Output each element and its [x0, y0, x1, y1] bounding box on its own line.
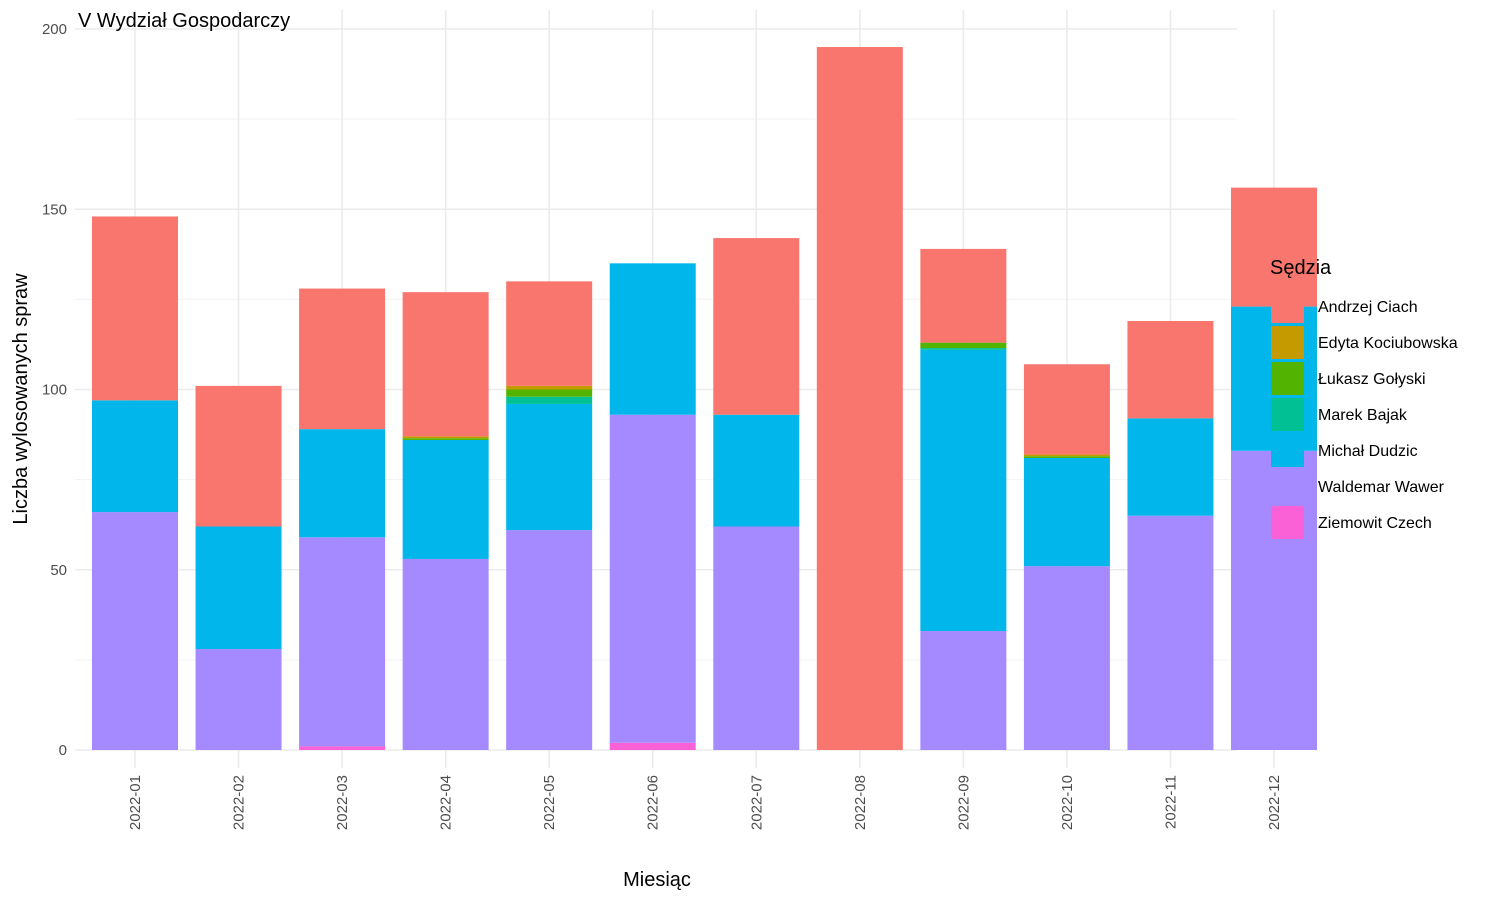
y-tick-label: 100: [42, 382, 67, 399]
bar-segment-2022-04-michał-dudzic: [402, 439, 489, 559]
bar-segment-2022-08-andrzej-ciach: [816, 47, 903, 750]
bar-segment-2022-09-łukasz-gołyski: [920, 342, 1007, 349]
bar-segment-2022-02-andrzej-ciach: [195, 385, 282, 527]
bar-segment-2022-04-andrzej-ciach: [402, 292, 489, 437]
bar-segment-2022-02-waldemar-wawer: [195, 649, 282, 750]
x-axis-ticks: 2022-01 2022-02 2022-03 2022-04 2022-05 2022-…: [127, 775, 1283, 830]
bar-segment-2022-07-waldemar-wawer: [713, 526, 800, 750]
x-axis-title: Miesiąc: [623, 869, 691, 891]
legend-label: Waldemar Wawer: [1318, 479, 1445, 496]
bar-segment-2022-12-andrzej-ciach: [1231, 187, 1317, 307]
bar-segment-2022-03-michał-dudzic: [299, 429, 386, 538]
bar-segment-2022-04-waldemar-wawer: [402, 558, 489, 750]
legend-label: Edyta Kociubowska: [1318, 335, 1458, 352]
bar-segment-2022-10-andrzej-ciach: [1023, 364, 1110, 455]
bar-segment-2022-05-andrzej-ciach: [506, 281, 593, 386]
bar-segment-2022-11-andrzej-ciach: [1127, 321, 1214, 419]
x-tick-label: 2022-06: [645, 775, 662, 830]
bar-segment-2022-01-michał-dudzic: [92, 400, 178, 513]
legend-swatch: [1271, 434, 1304, 467]
bar-segment-2022-10-waldemar-wawer: [1023, 566, 1110, 750]
legend-label: Ziemowit Czech: [1318, 515, 1432, 532]
bar-segment-2022-11-michał-dudzic: [1127, 418, 1214, 516]
bar-segment-2022-03-waldemar-wawer: [299, 537, 386, 747]
bar-segment-2022-05-edyta-kociubowska: [506, 385, 593, 390]
bar-segment-2022-01-andrzej-ciach: [92, 216, 178, 401]
bar-segment-2022-03-andrzej-ciach: [299, 288, 386, 430]
bar-segment-2022-05-łukasz-gołyski: [506, 389, 593, 397]
x-tick-label: 2022-08: [852, 775, 869, 830]
x-tick-label: 2022-02: [231, 775, 248, 830]
x-tick-label: 2022-07: [748, 775, 765, 830]
x-tick-label: 2022-10: [1059, 775, 1076, 830]
x-tick-label: 2022-04: [438, 775, 455, 830]
bar-segment-2022-07-andrzej-ciach: [713, 238, 800, 415]
bar-segment-2022-06-michał-dudzic: [609, 263, 696, 415]
legend-label: Łukasz Gołyski: [1318, 371, 1426, 388]
bar-segment-2022-09-waldemar-wawer: [920, 631, 1007, 750]
bar-segment-2022-06-ziemowit-czech: [609, 742, 696, 750]
y-tick-label: 0: [59, 742, 67, 759]
legend-swatch: [1271, 398, 1304, 431]
y-axis-title: Liczba wylosowanych spraw: [10, 273, 32, 525]
bar-segment-2022-05-marek-bajak: [506, 396, 593, 404]
bar-segment-2022-04-łukasz-gołyski: [402, 438, 489, 440]
x-tick-label: 2022-11: [1162, 775, 1179, 829]
bar-segment-2022-05-michał-dudzic: [506, 403, 593, 531]
y-tick-label: 50: [50, 562, 67, 579]
x-tick-label: 2022-12: [1266, 775, 1283, 830]
x-tick-label: 2022-03: [334, 775, 351, 830]
legend-swatch: [1271, 290, 1304, 323]
legend-label: Marek Bajak: [1318, 407, 1408, 424]
bar-segment-2022-09-marek-bajak: [920, 348, 1007, 350]
bar-segment-2022-06-waldemar-wawer: [609, 414, 696, 743]
bar-segment-2022-11-waldemar-wawer: [1127, 515, 1214, 750]
bar-segment-2022-05-waldemar-wawer: [506, 530, 593, 750]
legend: Sędzia Andrzej Ciach Edyta Kociubowska Łuk…: [1270, 257, 1458, 539]
bar-segment-2022-03-ziemowit-czech: [299, 746, 386, 750]
y-tick-label: 200: [42, 21, 67, 38]
bar-segment-2022-02-michał-dudzic: [195, 526, 282, 650]
bar-segment-2022-07-michał-dudzic: [713, 414, 800, 527]
bar-segment-2022-01-waldemar-wawer: [92, 512, 178, 750]
legend-swatch: [1271, 326, 1304, 359]
chart-title: V Wydział Gospodarczy: [78, 10, 290, 32]
bar-segment-2022-10-łukasz-gołyski: [1023, 456, 1110, 458]
bar-segment-2022-09-andrzej-ciach: [920, 248, 1007, 343]
legend-swatch: [1271, 506, 1304, 539]
legend-swatch: [1271, 362, 1304, 395]
y-axis-ticks: 0 50 100 150 200: [42, 21, 67, 759]
legend-title: Sędzia: [1270, 257, 1332, 279]
bar-segment-2022-10-edyta-kociubowska: [1023, 454, 1110, 457]
x-tick-label: 2022-05: [541, 775, 558, 830]
legend-swatch: [1271, 470, 1304, 503]
legend-label: Michał Dudzic: [1318, 443, 1418, 460]
bar-segment-2022-04-edyta-kociubowska: [402, 436, 489, 439]
x-tick-label: 2022-01: [127, 775, 144, 830]
x-tick-label: 2022-09: [955, 775, 972, 830]
bar-segment-2022-10-michał-dudzic: [1023, 457, 1110, 567]
bars: [92, 47, 1317, 750]
bar-segment-2022-09-michał-dudzic: [920, 349, 1007, 632]
y-tick-label: 150: [42, 201, 67, 218]
legend-label: Andrzej Ciach: [1318, 299, 1418, 316]
